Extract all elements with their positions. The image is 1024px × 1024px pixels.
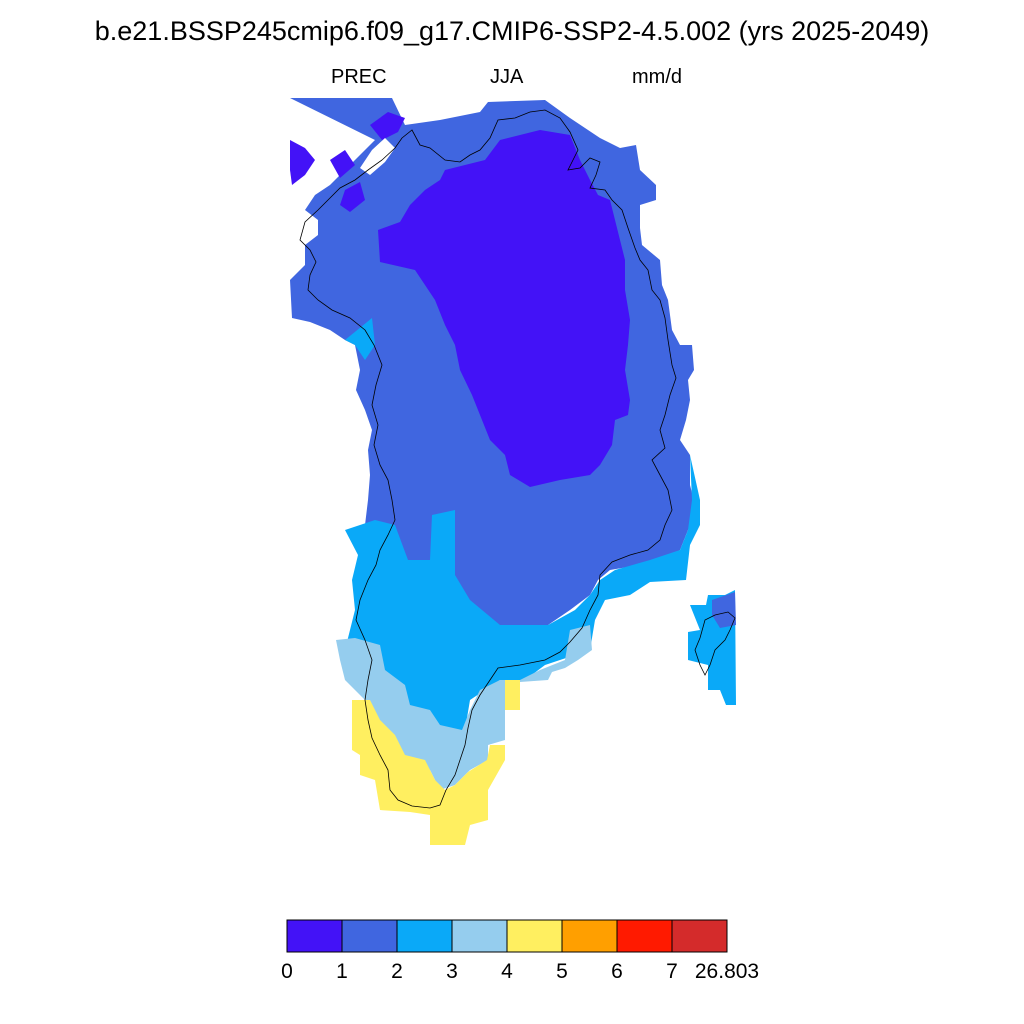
colorbar-tick-label: 0 [281, 960, 293, 983]
coastline-greenland [299, 109, 677, 809]
band-4-5 [352, 700, 505, 845]
colorbar-tick-label: 5 [556, 960, 568, 983]
band-0-1-nw-2 [330, 150, 355, 178]
colorbar-bin-6 [616, 919, 673, 953]
variable-label: PREC [331, 66, 387, 88]
coastline-iceland [694, 611, 736, 676]
colorbar-bin-1 [341, 919, 398, 953]
colorbar-bin-4 [506, 919, 563, 953]
colorbar-bin-5 [561, 919, 618, 953]
colorbar-tick-label: 7 [666, 960, 678, 983]
colorbar-tick-label: 1 [336, 960, 348, 983]
colorbar-bin-7 [671, 919, 728, 953]
colorbar-bin-0 [286, 919, 343, 953]
band-0-1-nw-1 [290, 140, 315, 185]
season-label: JJA [490, 66, 524, 88]
colorbar-tick-label: 3 [446, 960, 458, 983]
coastline [299, 109, 736, 809]
colorbar-tick-label: 2 [391, 960, 403, 983]
colorbar-bin-2 [396, 919, 453, 953]
colorbar-end-label: 26.803 [694, 960, 760, 983]
gap-nw [360, 138, 395, 175]
band-0-1-nw-3 [340, 182, 365, 212]
map-title: b.e21.BSSP245cmip6.f09_g17.CMIP6-SSP2-4.… [94, 16, 930, 46]
gap-nw-2 [290, 215, 310, 240]
colorbar-tick-label: 4 [501, 960, 513, 983]
colorbar-bin-3 [451, 919, 508, 953]
band-0-1-nw-4 [370, 112, 405, 140]
band-2-3-south [345, 455, 700, 745]
colorbar-tick-label: 6 [611, 960, 623, 983]
band-2-3 [345, 318, 375, 360]
band-0-1 [378, 130, 630, 487]
map-fill [290, 98, 736, 845]
iceland-core [712, 592, 736, 628]
band-4-5-small [505, 680, 520, 710]
colorbar [286, 919, 728, 953]
units-label: mm/d [632, 66, 682, 88]
